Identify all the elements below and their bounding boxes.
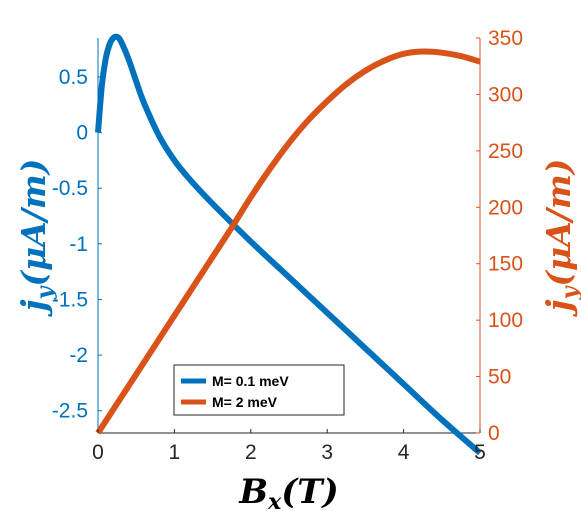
x-tick-label: 5	[474, 441, 486, 464]
y-right-tick-label: 300	[488, 83, 523, 106]
ticks-layer: 0 1 2 3 4 5 0.5 0 -0.5 -1 -1.5 -2 -2.5 350 300 250 200 15…	[52, 27, 523, 464]
y-right-tick-label: 250	[488, 140, 523, 163]
y-right-tick-label: 200	[488, 196, 523, 219]
y-left-tick-label: -1.5	[52, 288, 88, 311]
y-left-tick-label: 0	[76, 122, 88, 145]
y-left-tick-label: -2	[69, 344, 88, 367]
x-tick-label: 2	[245, 441, 257, 464]
legend-box	[173, 364, 345, 416]
x-tick-label: 0	[92, 441, 104, 464]
y-axis-label-left: jy(μA/m)	[14, 159, 58, 318]
legend-label-series-2: M= 2 meV	[212, 394, 278, 410]
x-axis-label: Bx(T)	[238, 472, 338, 511]
series-layer	[95, 33, 482, 456]
y-left-tick-label: 0.5	[59, 66, 88, 89]
y-right-tick-label: 150	[488, 253, 523, 276]
x-tick-label: 3	[321, 441, 333, 464]
y-right-tick-label: 50	[488, 366, 511, 389]
y-right-tick-label: 350	[488, 27, 523, 50]
x-tick-label: 4	[398, 441, 410, 464]
y-axis-label-right: jy(μA/m)	[539, 159, 581, 318]
y-left-tick-label: -0.5	[52, 177, 88, 200]
series-line-1	[95, 33, 482, 456]
y-left-tick-label: -2.5	[52, 400, 88, 423]
legend-label-series-1: M= 0.1 meV	[212, 373, 289, 389]
y-right-tick-label: 100	[488, 309, 523, 332]
legend: M= 0.1 meV M= 2 meV	[173, 364, 345, 416]
y-left-tick-label: -1	[69, 233, 88, 256]
x-tick-label: 1	[169, 441, 181, 464]
series-line-2	[95, 48, 481, 435]
y-right-tick-label: 0	[488, 422, 500, 445]
